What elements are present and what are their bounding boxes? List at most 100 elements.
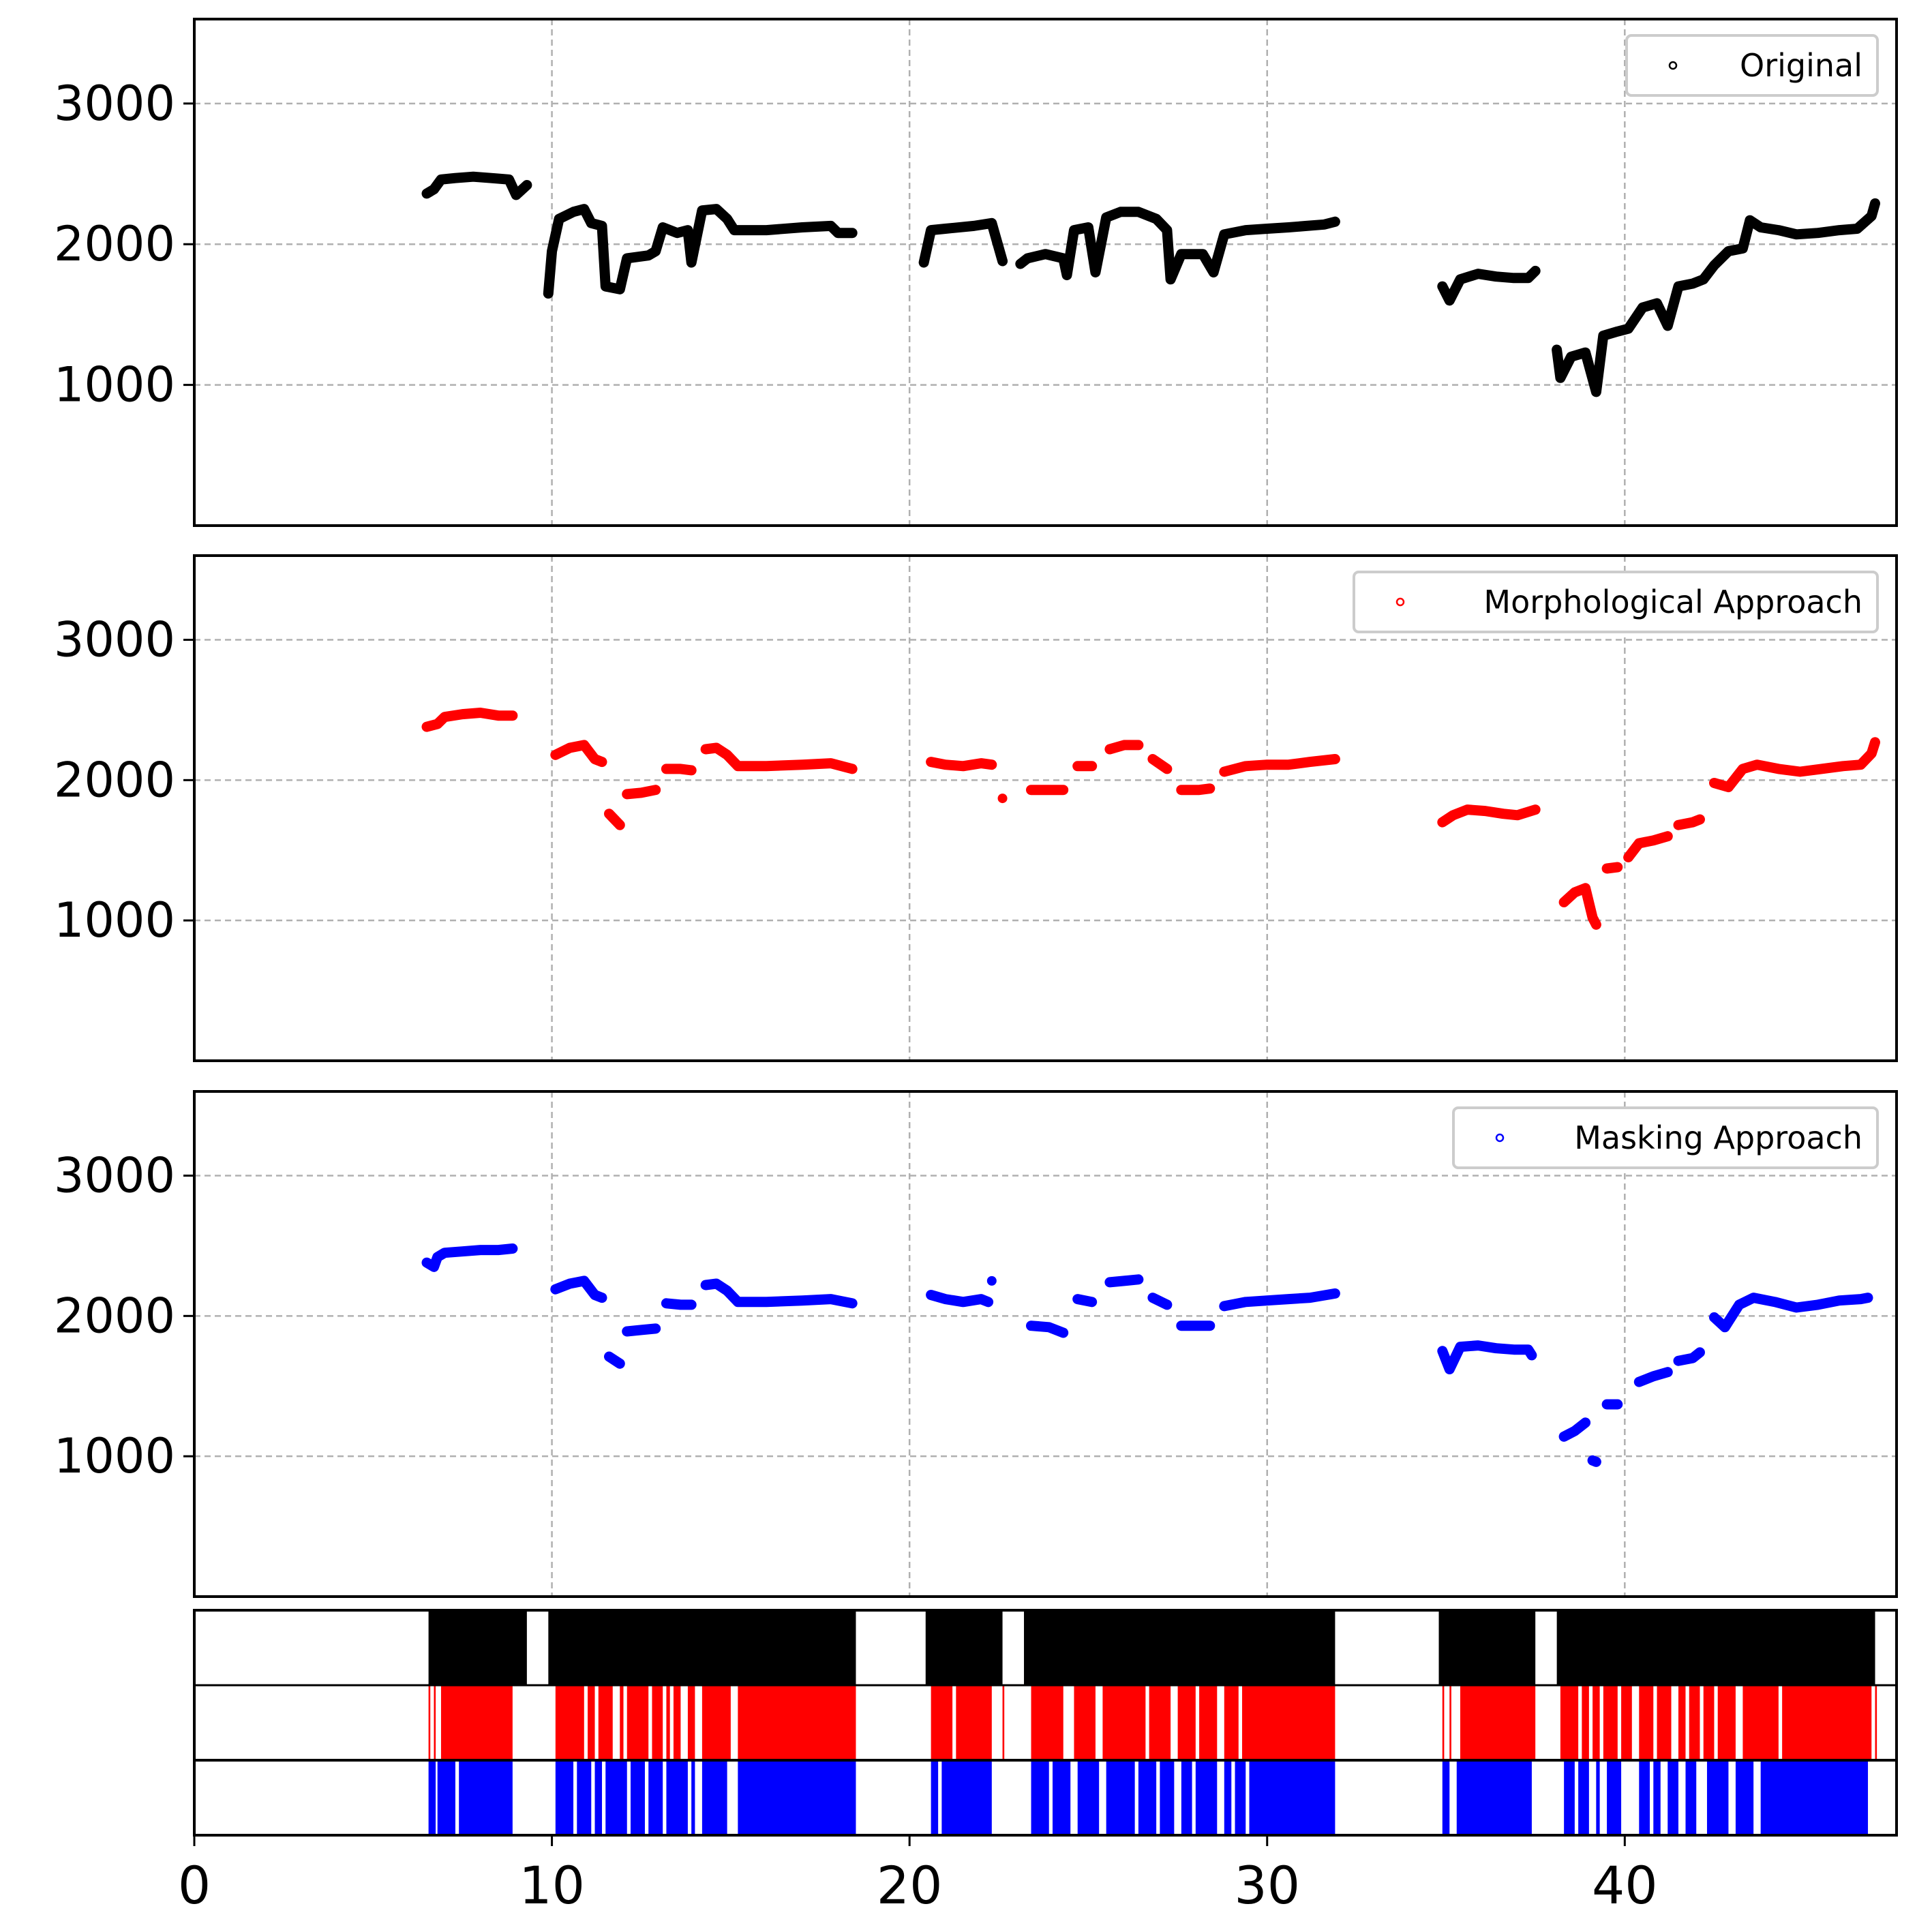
data-point: [676, 764, 686, 774]
data-point: [1695, 1347, 1705, 1357]
data-point: [1162, 1299, 1172, 1310]
data-point: [604, 1352, 614, 1362]
legend-marker: [1495, 1133, 1505, 1143]
data-point: [1723, 246, 1734, 256]
strip-bar: [1703, 1685, 1715, 1760]
data-point: [1580, 348, 1590, 358]
strip-bar: [925, 1610, 1003, 1685]
data-point: [597, 1293, 607, 1303]
data-point: [1262, 1295, 1272, 1305]
data-point: [1072, 761, 1083, 771]
data-point: [622, 789, 632, 799]
strip-bar: [1052, 1760, 1071, 1835]
data-point: [1219, 1301, 1229, 1311]
data-point: [507, 710, 517, 721]
data-point: [1687, 817, 1697, 828]
data-point: [1115, 207, 1126, 217]
data-point: [636, 1325, 646, 1335]
data-point: [457, 709, 468, 719]
data-point: [1634, 838, 1644, 848]
data-point: [436, 175, 446, 185]
data-point: [733, 761, 743, 771]
strip-frame: [193, 1609, 1898, 1837]
data-point: [701, 1280, 711, 1290]
data-point: [493, 1245, 503, 1255]
data-point: [421, 188, 432, 198]
data-point: [1813, 228, 1823, 238]
data-point: [1162, 764, 1172, 774]
data-point: [564, 1278, 575, 1288]
strip-bar: [1442, 1760, 1450, 1835]
data-point: [1870, 737, 1880, 747]
data-point: [1867, 211, 1877, 221]
strip-bar: [1224, 1685, 1239, 1760]
data-point: [590, 1290, 600, 1300]
strip-bar: [1621, 1685, 1632, 1760]
series-segment: [1623, 831, 1673, 862]
data-point: [522, 180, 532, 190]
data-point: [658, 222, 668, 232]
strip-bar: [666, 1760, 688, 1835]
data-point: [711, 1278, 721, 1288]
data-point: [1083, 222, 1093, 232]
data-point: [1591, 920, 1601, 930]
strip-bar: [428, 1685, 431, 1760]
data-point: [1698, 274, 1708, 284]
x-tick-label: 0: [178, 1855, 211, 1916]
data-point: [1262, 224, 1272, 234]
legend-marker: [1668, 61, 1678, 70]
strip-bar: [701, 1760, 727, 1835]
data-point: [429, 1262, 439, 1272]
data-point: [1262, 759, 1272, 770]
data-point: [1133, 207, 1143, 217]
strip-bar: [1582, 1685, 1589, 1760]
data-point: [1087, 761, 1097, 771]
data-point: [797, 222, 807, 232]
data-point: [1072, 1294, 1083, 1304]
strip-bar: [594, 1760, 603, 1835]
data-point: [507, 1243, 517, 1254]
data-point: [1734, 1299, 1745, 1310]
strip-bar: [598, 1685, 613, 1760]
data-point: [976, 1294, 986, 1304]
data-point: [1770, 1297, 1780, 1307]
data-point: [1674, 820, 1684, 830]
y-tick-label: 1000: [54, 357, 175, 413]
strip-bar: [1181, 1760, 1192, 1835]
strip-bar: [673, 1685, 681, 1760]
data-point: [701, 744, 711, 755]
data-point: [1795, 766, 1805, 776]
data-point: [1588, 913, 1598, 923]
data-point: [926, 225, 936, 235]
strip-bar: [630, 1760, 645, 1835]
data-point: [1856, 1294, 1866, 1304]
data-point: [1612, 1400, 1622, 1410]
data-point: [826, 221, 836, 231]
y-tick-label: 2000: [54, 752, 175, 808]
data-point: [1044, 785, 1054, 795]
strip-bar: [459, 1760, 513, 1835]
data-point: [1305, 1293, 1315, 1303]
data-point: [1738, 243, 1748, 254]
data-point: [733, 1297, 743, 1307]
data-point: [421, 1258, 432, 1268]
strip-bar: [1760, 1760, 1869, 1835]
data-point: [579, 1276, 589, 1286]
data-point: [1852, 224, 1862, 234]
data-point: [986, 759, 997, 770]
data-point: [1176, 1320, 1186, 1331]
data-point: [1867, 749, 1877, 759]
data-point: [926, 1290, 936, 1300]
data-point: [1147, 1293, 1158, 1303]
data-point: [1773, 764, 1783, 774]
data-point: [564, 742, 575, 753]
data-point: [729, 225, 740, 235]
strip-bar: [1578, 1760, 1589, 1835]
data-point: [826, 1294, 836, 1304]
data-point: [475, 1245, 485, 1255]
data-point: [1723, 782, 1734, 792]
data-point: [1856, 759, 1866, 770]
data-point: [1674, 1356, 1684, 1366]
strip-bar: [1074, 1685, 1096, 1760]
strip-bar: [1077, 1760, 1100, 1835]
